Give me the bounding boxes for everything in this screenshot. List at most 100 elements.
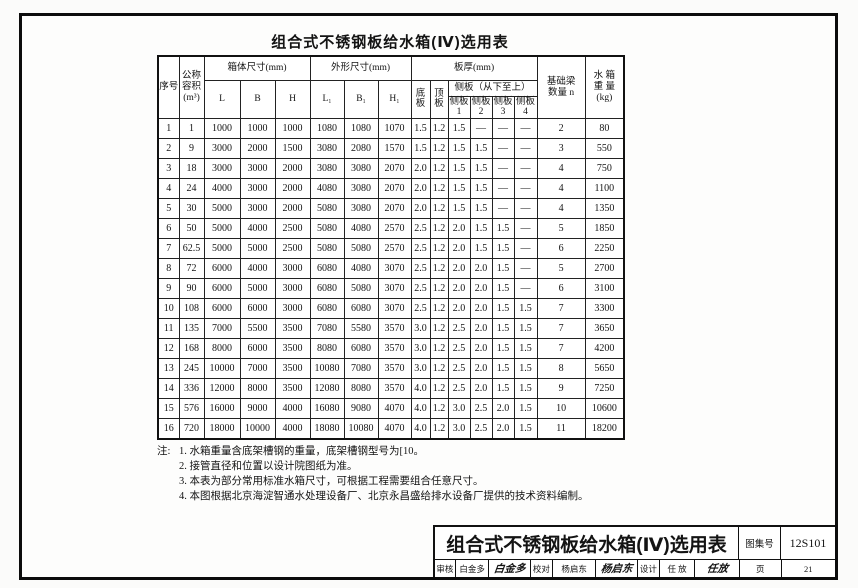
- table-cell: 1.5: [491, 298, 515, 320]
- table-cell: 24: [178, 178, 205, 200]
- table-cell: 168: [178, 338, 205, 360]
- table-row: 9 90 6000 5000 3000 6080 5080 3070 2.5 1.2 2.0 2.0 1…: [157, 278, 625, 300]
- table-cell: 7250: [584, 378, 625, 400]
- table-cell: 3080: [309, 138, 345, 160]
- table-cell: 1.5: [513, 298, 538, 320]
- table-cell: 10000: [203, 358, 241, 380]
- table-cell: 3000: [274, 278, 311, 300]
- table-cell: 2.0: [447, 238, 471, 260]
- table-cell: 10000: [239, 418, 276, 440]
- designer-name: 任 放: [658, 560, 695, 577]
- table-cell: 80: [584, 118, 625, 140]
- table-cell: 10: [157, 298, 180, 320]
- table-cell: 1.5: [447, 158, 471, 180]
- table-cell: 5000: [203, 198, 241, 220]
- table-cell: 3000: [274, 298, 311, 320]
- table-cell: 1.2: [429, 118, 449, 140]
- table-cell: 2070: [377, 158, 412, 180]
- designer-signature: 任放: [694, 560, 739, 577]
- table-cell: 3070: [377, 298, 412, 320]
- table-cell: 5000: [239, 238, 276, 260]
- table-cell: 2500: [274, 218, 311, 240]
- header-weight-line1: 水 箱: [593, 71, 616, 82]
- table-cell: 3070: [377, 258, 412, 280]
- table-cell: 7000: [239, 358, 276, 380]
- table-cell: 10: [536, 398, 586, 420]
- table-cell: 3100: [584, 278, 625, 300]
- table-cell: 2.0: [410, 158, 431, 180]
- table-cell: 1.2: [429, 318, 449, 340]
- table-cell: 2500: [274, 238, 311, 260]
- table-cell: 72: [178, 258, 205, 280]
- table-cell: 5: [536, 258, 586, 280]
- table-cell: 1.2: [429, 198, 449, 220]
- table-cell: 2.5: [447, 318, 471, 340]
- table-cell: 2.5: [410, 278, 431, 300]
- table-cell: 2.5: [469, 398, 493, 420]
- table-cell: 2250: [584, 238, 625, 260]
- table-cell: 1.5: [469, 238, 493, 260]
- title-block-bottom-row: 审核 白金多 白金多 校对 杨启东 杨启东 设计 任 放 任放 页 21: [435, 560, 835, 577]
- table-cell: 6000: [203, 278, 241, 300]
- table-row: 3 18 3000 3000 2000 3080 3080 2070 2.0 1.2 1.5 1.5—…: [157, 158, 625, 180]
- table-cell: 15: [157, 398, 180, 420]
- note-item: 4. 本图根据北京海淀智通水处理设备厂、北京永昌盛给排水设备厂提供的技术资料编制…: [179, 491, 589, 502]
- table-cell: 2.5: [447, 378, 471, 400]
- table-cell: 8080: [343, 378, 379, 400]
- atlas-number: 12S101: [780, 527, 835, 559]
- table-cell: —: [513, 178, 538, 200]
- table-cell: 1100: [584, 178, 625, 200]
- table-cell: 2000: [274, 158, 311, 180]
- header-nominal-volume-unit: (m³): [183, 93, 200, 104]
- table-cell: 1.5: [410, 138, 431, 160]
- table-cell: 3570: [377, 318, 412, 340]
- table-cell: 550: [584, 138, 625, 160]
- table-cell: 1.5: [513, 318, 538, 340]
- table-cell: 2.0: [469, 298, 493, 320]
- header-bottom-plate: 底板: [410, 79, 431, 120]
- table-cell: 8000: [203, 338, 241, 360]
- header-side2: 侧板2: [469, 95, 493, 120]
- checker-signature: 杨启东: [595, 560, 637, 577]
- header-nominal-volume-text: 公称容积: [181, 71, 201, 93]
- table-cell: —: [513, 278, 538, 300]
- table-cell: 4000: [203, 178, 241, 200]
- table-cell: 2700: [584, 258, 625, 280]
- table-cell: 10080: [343, 418, 379, 440]
- table-cell: 11: [536, 418, 586, 440]
- table-cell: 1: [157, 118, 180, 140]
- table-cell: 3: [536, 138, 586, 160]
- table-cell: 3500: [274, 338, 311, 360]
- table-row: 5 30 5000 3000 2000 5080 3080 2070 2.0 1.2 1.5 1.5—…: [157, 198, 625, 220]
- table-cell: 62.5: [178, 238, 205, 260]
- table-cell: 2.0: [447, 278, 471, 300]
- table-cell: 9080: [343, 398, 379, 420]
- table-cell: 1.5: [491, 358, 515, 380]
- page-title: 组合式不锈钢板给水箱(Ⅳ)选用表: [271, 34, 509, 51]
- table-cell: 16080: [309, 398, 345, 420]
- table-cell: 2.0: [410, 198, 431, 220]
- table-row: 1 1 1000 1000 1000 1080 1080 1070 1.5 1.2 1.5— — —2 8…: [157, 118, 625, 140]
- reviewer-signature-text: 白金多: [493, 562, 527, 576]
- table-cell: 3.0: [410, 338, 431, 360]
- table-body: 1 1 1000 1000 1000 1080 1080 1070 1.5 1.2 1.5— — —2 8…: [157, 118, 625, 440]
- table-cell: 2.0: [469, 338, 493, 360]
- table-cell: 4070: [377, 418, 412, 440]
- table-cell: 14: [157, 378, 180, 400]
- table-cell: 2.5: [410, 298, 431, 320]
- table-cell: 1080: [343, 118, 379, 140]
- table-cell: 3.0: [410, 318, 431, 340]
- table-cell: 3500: [274, 378, 311, 400]
- table-row: 2 9 3000 2000 1500 3080 2080 1570 1.5 1.2 1.5 1.5— —…: [157, 138, 625, 160]
- table-cell: 3070: [377, 278, 412, 300]
- table-cell: 2.0: [491, 398, 515, 420]
- table-cell: 18200: [584, 418, 625, 440]
- page-label: 页: [738, 560, 781, 577]
- table-cell: 9: [157, 278, 180, 300]
- table-cell: —: [469, 118, 493, 140]
- table-row: 13 245 10000 7000 3500 10080 7080 3570 3.0 1.2 2.5…: [157, 358, 625, 380]
- table-cell: 4000: [274, 398, 311, 420]
- table-cell: 4: [157, 178, 180, 200]
- table-cell: 7080: [309, 318, 345, 340]
